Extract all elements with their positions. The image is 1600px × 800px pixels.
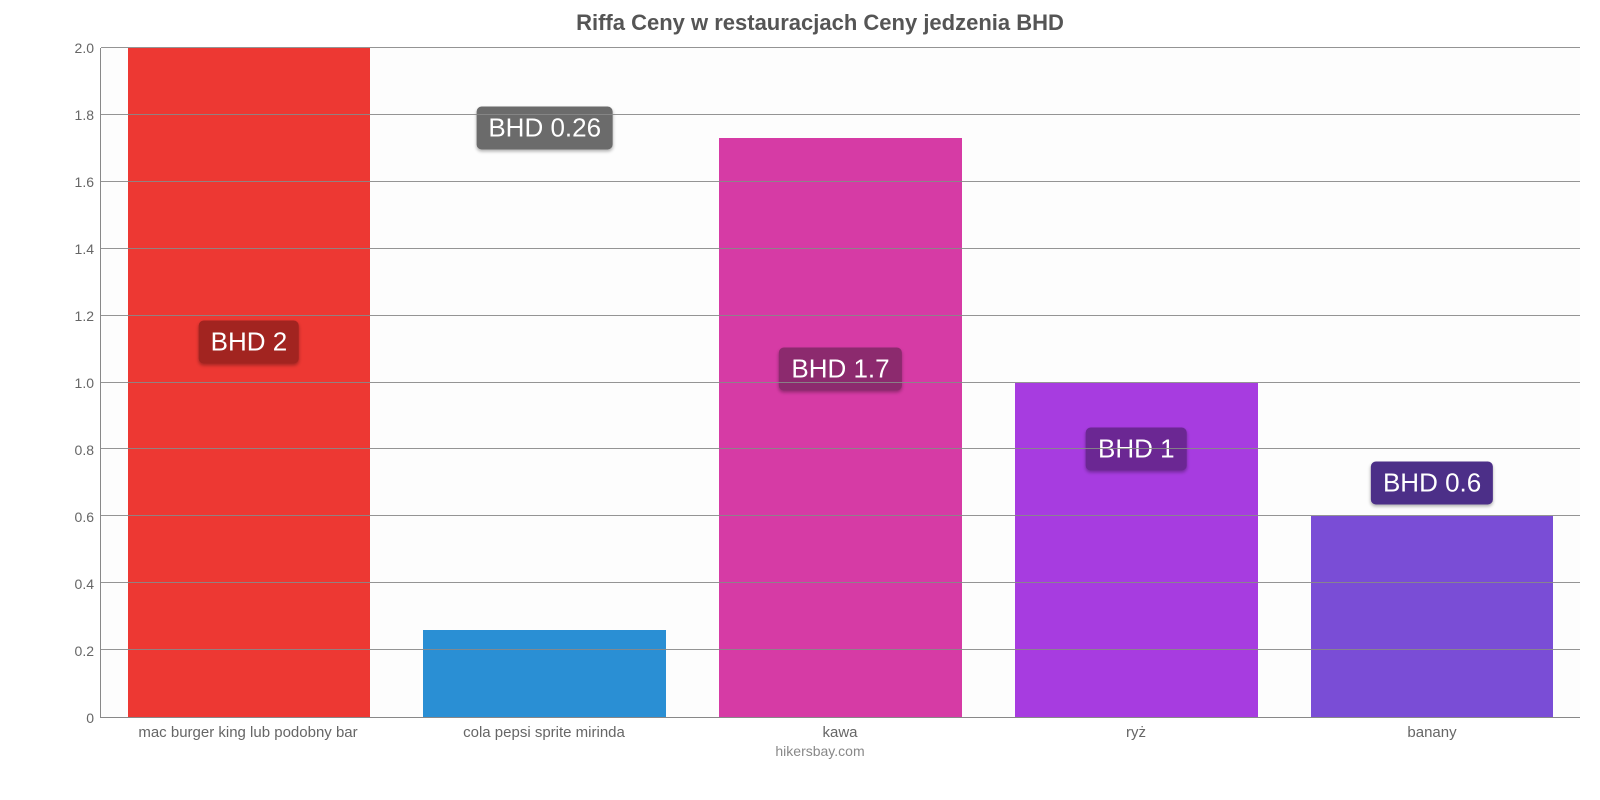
y-tick-label: 2.0 (75, 40, 94, 56)
x-tick-label: ryż (988, 718, 1284, 741)
x-tick-label: banany (1284, 718, 1580, 741)
y-tick-label: 0.8 (75, 442, 94, 458)
grid-line (101, 47, 1580, 48)
value-badge: BHD 1 (1086, 428, 1187, 471)
y-tick-label: 1.6 (75, 174, 94, 190)
grid-line (101, 515, 1580, 516)
plot-area: 00.20.40.60.81.01.21.41.61.82.0 BHD 2BHD… (60, 48, 1580, 718)
grid-line (101, 649, 1580, 650)
grid-line (101, 248, 1580, 249)
bar-slot: BHD 0.26 (397, 48, 693, 717)
bar (719, 138, 962, 717)
grid-line (101, 315, 1580, 316)
grid-line (101, 181, 1580, 182)
bar (128, 48, 371, 717)
y-tick-label: 1.0 (75, 375, 94, 391)
bar-slot: BHD 0.6 (1284, 48, 1580, 717)
chart-container: Riffa Ceny w restauracjach Ceny jedzenia… (0, 0, 1600, 800)
value-badge: BHD 1.7 (779, 348, 901, 391)
y-tick-label: 0.4 (75, 576, 94, 592)
y-axis: 00.20.40.60.81.01.21.41.61.82.0 (60, 48, 100, 718)
bar-slot: BHD 1.7 (693, 48, 989, 717)
x-tick-label: cola pepsi sprite mirinda (396, 718, 692, 741)
value-badge: BHD 2 (199, 321, 300, 364)
bar-slot: BHD 1 (988, 48, 1284, 717)
value-badge: BHD 0.6 (1371, 461, 1493, 504)
x-tick-label: kawa (692, 718, 988, 741)
bar (423, 630, 666, 717)
x-tick-label: mac burger king lub podobny bar (100, 718, 396, 741)
y-tick-label: 0.2 (75, 643, 94, 659)
bar (1311, 516, 1554, 717)
grid-line (101, 382, 1580, 383)
y-tick-label: 1.2 (75, 308, 94, 324)
y-tick-label: 0 (86, 710, 94, 726)
grid-line (101, 582, 1580, 583)
bar-slot: BHD 2 (101, 48, 397, 717)
chart-footer: hikersbay.com (60, 743, 1580, 759)
y-tick-label: 1.4 (75, 241, 94, 257)
bars-layer: BHD 2 BHD 0.26 BHD 1.7 BHD 1 BHD 0.6 (101, 48, 1580, 717)
chart-title: Riffa Ceny w restauracjach Ceny jedzenia… (60, 10, 1580, 36)
y-tick-label: 1.8 (75, 107, 94, 123)
grid-line (101, 114, 1580, 115)
y-tick-label: 0.6 (75, 509, 94, 525)
plot: BHD 2 BHD 0.26 BHD 1.7 BHD 1 BHD 0.6 (100, 48, 1580, 718)
grid-line (101, 448, 1580, 449)
x-axis: mac burger king lub podobny barcola peps… (100, 718, 1580, 741)
